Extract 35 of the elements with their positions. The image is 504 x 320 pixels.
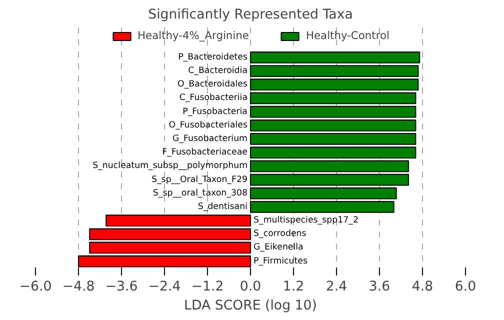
chart-title: Significantly Represented Taxa bbox=[148, 8, 353, 22]
y-tick-label: C_Bacteroidia bbox=[188, 66, 248, 76]
y-tick-label: S_nucleatum_subsp__polymorphum bbox=[92, 161, 248, 172]
y-tick-label: O_Bacteroidales bbox=[178, 80, 248, 90]
x-tick-label: 2.4 bbox=[326, 280, 348, 294]
y-tick-label: P_Firmicutes bbox=[254, 256, 308, 266]
y-tick-label: P_Bacteroidetes bbox=[178, 52, 248, 62]
x-tick-label: −2.4 bbox=[148, 280, 181, 294]
x-axis-title: LDA SCORE (log 10) bbox=[184, 298, 317, 314]
y-tick-label: S_corrodens bbox=[254, 229, 307, 240]
y-tick-label: C_Fusobacteriia bbox=[179, 93, 248, 104]
x-tick-label: 3.6 bbox=[368, 280, 390, 294]
x-tick-label: −1.2 bbox=[191, 280, 224, 294]
y-tick-label: S_multispecies_spp17_2 bbox=[254, 216, 358, 226]
y-tick-label: F_Fusobacteriaceae bbox=[162, 148, 248, 158]
bar bbox=[250, 174, 410, 186]
legend-label: Healthy-4%_Arginine bbox=[138, 29, 249, 42]
legend-label: Healthy-Control bbox=[306, 29, 390, 42]
x-tick-label: −4.8 bbox=[62, 280, 95, 294]
bar bbox=[89, 242, 251, 254]
x-tick-label: −3.6 bbox=[105, 280, 138, 294]
x-tick-label: 6.0 bbox=[454, 280, 476, 294]
x-tick-label: 4.8 bbox=[412, 280, 434, 294]
x-tick-label: −6.0 bbox=[19, 280, 52, 294]
bar bbox=[250, 92, 416, 104]
y-tick-label: O_Fusobacteriales bbox=[168, 120, 248, 130]
x-tick-label: 0.0 bbox=[240, 280, 262, 294]
bar bbox=[250, 106, 416, 118]
y-tick-label: G_Eikenella bbox=[254, 242, 304, 253]
y-tick-label: S_sp__Oral_Taxon_F29 bbox=[151, 174, 248, 185]
x-tick-label: 1.2 bbox=[282, 280, 304, 294]
y-tick-label: G_Fusobacterium bbox=[172, 134, 248, 144]
y-tick-label: P_Fusobacteria bbox=[182, 106, 248, 117]
y-tick-label: S_sp__oral_taxon_308 bbox=[152, 188, 248, 198]
y-tick-label: S_dentisani bbox=[198, 202, 248, 212]
